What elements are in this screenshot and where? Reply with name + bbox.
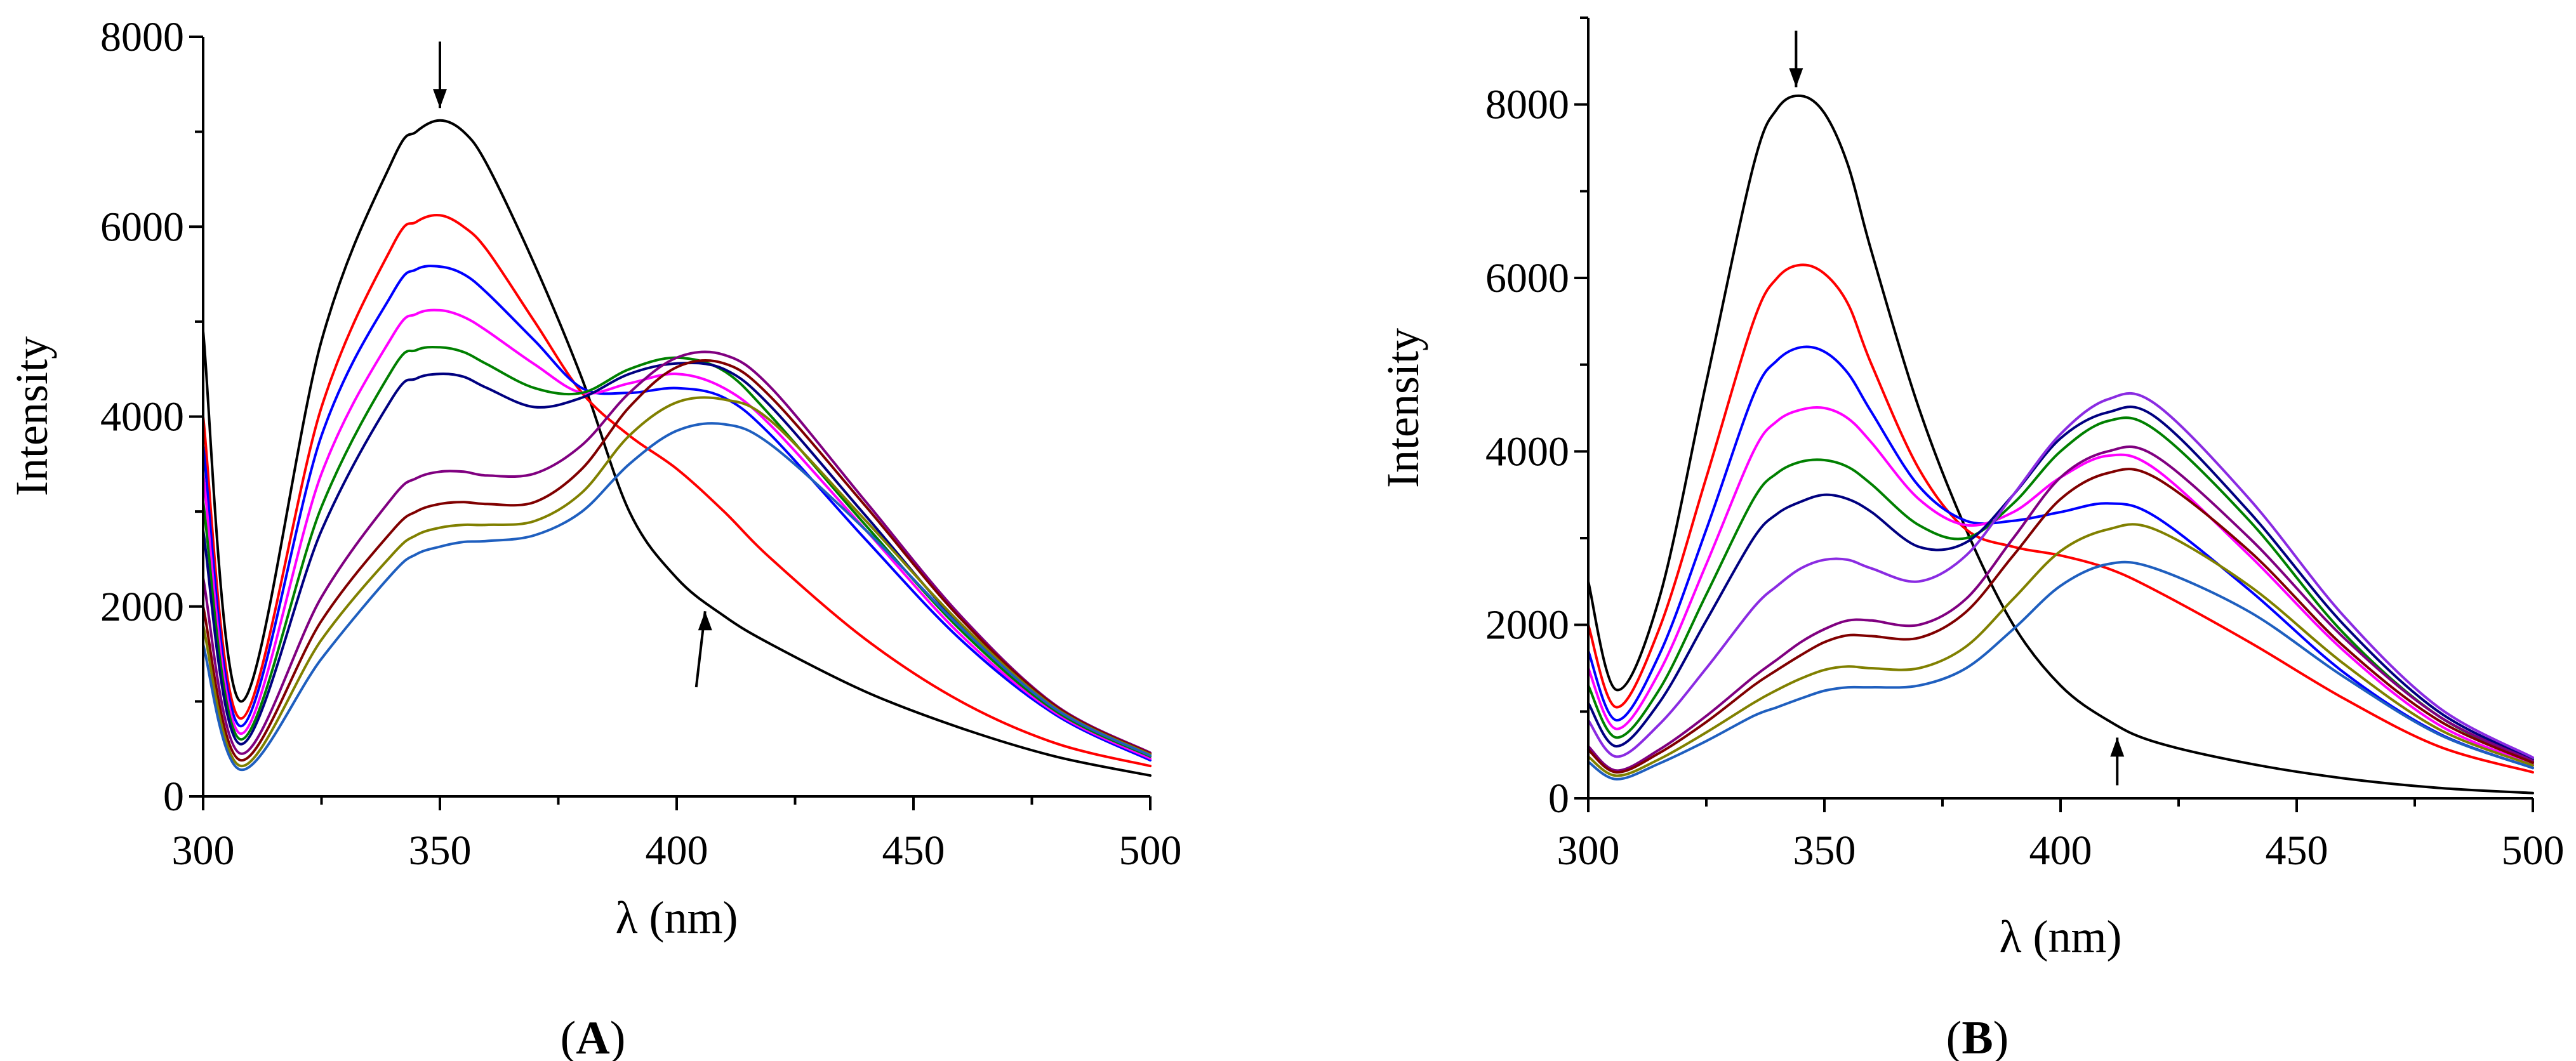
- panel-a-x-axis-title: λ (nm): [616, 892, 738, 943]
- panel-b-annotations: [1789, 30, 2125, 786]
- panel-a-series-7-line: [202, 350, 1152, 755]
- panel-b-series-4-line: [1587, 405, 2534, 766]
- panel-b-y-tick-label: 8000: [1485, 82, 1569, 128]
- panel-b-series-11-line: [1587, 560, 2534, 781]
- panel-b-x-tick-label: 500: [2502, 827, 2565, 874]
- panel-a-y-tick-label: 4000: [100, 394, 184, 440]
- panel-a-annotations: [433, 41, 712, 688]
- panel-b-curves: [1587, 94, 2534, 794]
- panel-a-x-tick-label: 300: [172, 827, 235, 874]
- panel-a-series-8-line: [202, 359, 1152, 762]
- panel-b-x-tick-label: 450: [2266, 827, 2328, 874]
- panel-b-series-7-line: [1587, 392, 2534, 759]
- panel-a-arrow-up-annotation: [694, 610, 712, 688]
- panel-b-x-tick-label: 400: [2029, 827, 2092, 874]
- panel-a-y-tick-label: 0: [163, 774, 184, 820]
- panel-a-series-5-line: [202, 345, 1152, 758]
- panel-a-y-tick-label: 8000: [100, 14, 184, 60]
- panel-a-series-4-line: [202, 308, 1152, 760]
- panel-a-series-1-line: [202, 119, 1152, 777]
- panel-b-series-8-line: [1587, 445, 2534, 772]
- panel-a-curves: [202, 119, 1152, 777]
- panel-a-series-2-line: [202, 214, 1152, 768]
- panel-b-y-axis-title: Intensity: [1378, 328, 1428, 488]
- panel-b-series-10-line: [1587, 523, 2534, 777]
- panel-a-x-tick-label: 450: [882, 827, 945, 874]
- panel-b-y-tick-label: 0: [1548, 775, 1569, 822]
- panel-a-label: (A): [561, 1012, 626, 1061]
- panel-a-y-axis-title: Intensity: [6, 336, 57, 496]
- panel-a-y-tick-label: 2000: [100, 584, 184, 630]
- panel-a-series-10-line: [202, 422, 1152, 772]
- panel-a-arrow-down-annotation: [433, 41, 447, 109]
- panel-a-tick-labels: 300 350 400 450 500 0 2000 4000 6000 8000: [100, 14, 1182, 874]
- panel-b-series-6-line: [1587, 405, 2534, 761]
- panel-a-x-tick-label: 400: [646, 827, 708, 874]
- panel-b-series-3-line: [1587, 345, 2534, 770]
- panel-b-arrow-down-annotation: [1789, 30, 1803, 88]
- panel-b-x-tick-label: 350: [1793, 827, 1856, 874]
- panel-a-x-tick-label: 350: [409, 827, 472, 874]
- panel-b-series-5-line: [1587, 416, 2534, 763]
- panel-b-y-tick-label: 4000: [1485, 428, 1569, 475]
- panel-a-series-3-line: [202, 265, 1152, 762]
- panel-b-arrow-up-annotation: [2110, 737, 2125, 786]
- panel-b-series-2-line: [1587, 263, 2534, 774]
- panel-b-ticks: [1574, 16, 2534, 812]
- panel-b-tick-labels: 300 350 400 450 500 0 2000 4000 6000 8000: [1485, 82, 2565, 874]
- panel-a-series-9-line: [202, 396, 1152, 768]
- panel-b-y-tick-label: 2000: [1485, 602, 1569, 649]
- panel-b-x-axis-title: λ (nm): [2000, 911, 2122, 962]
- panel-b-series-9-line: [1587, 468, 2534, 774]
- panel-a-y-tick-label: 6000: [100, 204, 184, 250]
- panel-b-y-tick-label: 6000: [1485, 255, 1569, 301]
- panel-b-x-tick-label: 300: [1557, 827, 1620, 874]
- panel-a-ticks: [189, 36, 1152, 810]
- panel-b-series-1-line: [1587, 94, 2534, 794]
- panel-b-label: (B): [1946, 1012, 2009, 1061]
- panel-a-x-tick-label: 500: [1119, 827, 1182, 874]
